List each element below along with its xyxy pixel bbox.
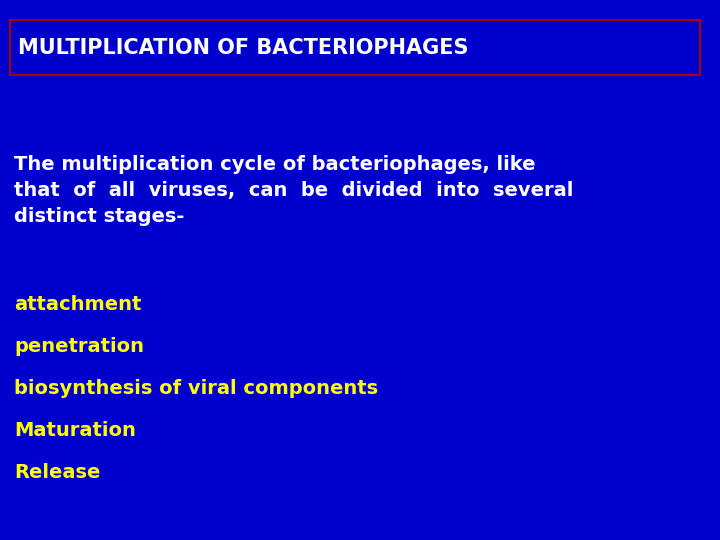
Text: distinct stages-: distinct stages- (14, 207, 184, 226)
Text: MULTIPLICATION OF BACTERIOPHAGES: MULTIPLICATION OF BACTERIOPHAGES (18, 37, 469, 57)
Text: Release: Release (14, 463, 100, 482)
Text: that  of  all  viruses,  can  be  divided  into  several: that of all viruses, can be divided into… (14, 181, 573, 200)
Text: attachment: attachment (14, 295, 141, 314)
Bar (10, 20, 700, 75)
Text: biosynthesis of viral components: biosynthesis of viral components (14, 379, 378, 398)
Text: The multiplication cycle of bacteriophages, like: The multiplication cycle of bacteriophag… (14, 155, 536, 174)
Text: penetration: penetration (14, 337, 144, 356)
Text: Maturation: Maturation (14, 421, 136, 440)
